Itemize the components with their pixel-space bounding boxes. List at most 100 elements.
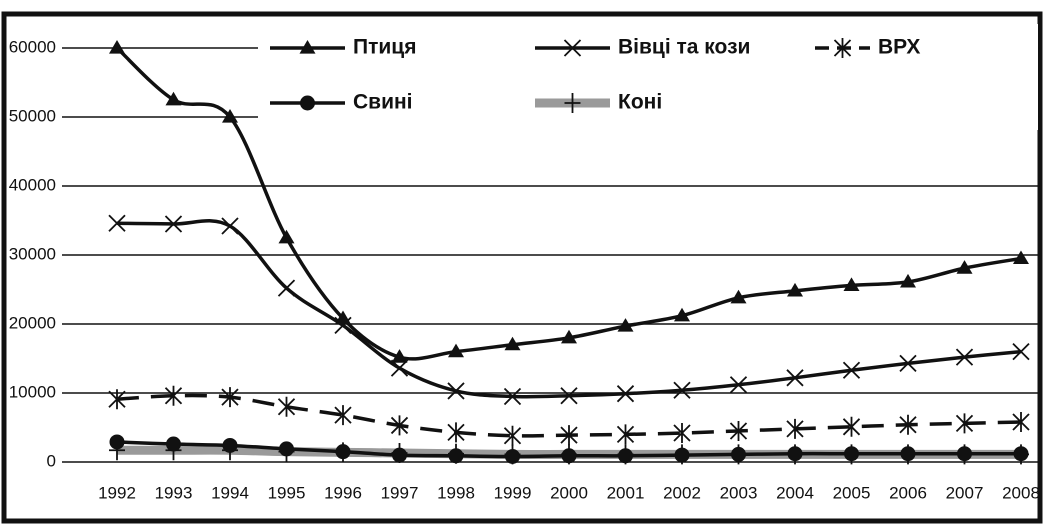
marker: [955, 413, 974, 434]
y-tick-label: 10000: [9, 382, 56, 401]
legend: Птиця Вівці та кози ВРХ Свині Коні: [270, 36, 920, 114]
marker: [616, 424, 635, 445]
marker: [900, 273, 916, 288]
line: [116, 219, 1022, 399]
marker: [390, 415, 409, 436]
marker: [503, 425, 522, 446]
legend-label: Свині: [353, 91, 413, 114]
legend-label: Вівці та кози: [618, 36, 750, 59]
marker: [448, 448, 464, 464]
marker: [278, 229, 295, 244]
plot: [108, 40, 1030, 465]
marker: [166, 436, 181, 452]
marker: [221, 217, 239, 235]
marker: [786, 369, 804, 387]
marker: [618, 448, 633, 464]
series: [109, 40, 1029, 363]
x-tick-label: 1996: [324, 483, 362, 502]
marker: [165, 91, 182, 106]
legend-label: Птиця: [353, 36, 416, 59]
marker: [334, 405, 352, 426]
marker: [787, 446, 803, 462]
marker: [561, 448, 577, 464]
series: [108, 385, 1030, 446]
x-tick-label: 1994: [211, 483, 249, 502]
marker: [673, 381, 691, 399]
marker: [617, 318, 634, 332]
marker: [335, 444, 351, 460]
marker: [108, 214, 126, 232]
marker: [674, 447, 690, 463]
grid: 0 10000 20000 30000 40000 50000 60000 1992 1993 1…: [9, 37, 1040, 502]
marker: [956, 260, 973, 274]
marker: [730, 289, 747, 304]
y-tick-label: 20000: [9, 313, 56, 332]
x-tick-label: 2006: [889, 483, 927, 502]
y-tick-label: 60000: [9, 37, 56, 56]
marker: [448, 343, 464, 358]
marker: [277, 279, 296, 297]
legend-entry: Коні: [535, 91, 662, 114]
marker: [504, 336, 521, 351]
x-tick-label: 2005: [833, 483, 871, 502]
x-tick-label: 1992: [98, 483, 136, 502]
marker: [842, 361, 861, 379]
legend-label: Коні: [618, 91, 662, 114]
marker: [560, 425, 578, 446]
legend-entry: ВРХ: [815, 36, 920, 59]
marker: [108, 389, 126, 410]
marker: [299, 40, 316, 54]
x-tick-label: 2008: [1002, 483, 1040, 502]
marker: [955, 348, 974, 366]
marker: [222, 437, 238, 453]
x-tick-label: 2003: [720, 483, 758, 502]
marker: [222, 109, 238, 123]
marker: [109, 434, 125, 450]
marker: [1012, 411, 1030, 432]
x-tick-label: 2001: [607, 483, 645, 502]
y-tick-label: 30000: [9, 244, 56, 263]
series: [109, 434, 1029, 464]
marker: [674, 307, 690, 322]
marker: [300, 95, 315, 111]
marker: [164, 215, 183, 233]
marker: [833, 38, 852, 58]
x-tick-label: 1993: [155, 483, 193, 502]
marker: [786, 418, 804, 439]
x-tick-label: 2000: [550, 483, 588, 502]
marker: [616, 385, 635, 403]
marker: [560, 387, 578, 405]
marker: [505, 448, 520, 464]
marker: [164, 385, 183, 406]
marker: [447, 422, 465, 443]
marker: [503, 387, 522, 406]
marker: [392, 447, 407, 463]
marker: [563, 39, 582, 57]
marker: [787, 282, 803, 297]
series: [108, 214, 1030, 406]
legend-entry: Вівці та кози: [535, 36, 750, 59]
x-tick-label: 2002: [663, 483, 701, 502]
legend-background: [258, 24, 1038, 130]
x-tick-label: 2004: [776, 483, 814, 502]
marker: [390, 359, 409, 377]
x-tick-label: 1995: [268, 483, 306, 502]
y-tick-label: 40000: [9, 175, 56, 194]
marker: [1013, 446, 1029, 462]
marker: [729, 420, 748, 441]
marker: [843, 277, 860, 291]
marker: [391, 349, 408, 363]
legend-entry: Птиця: [270, 36, 416, 59]
marker: [335, 310, 351, 325]
marker: [109, 40, 125, 54]
x-tick-label: 1999: [494, 483, 532, 502]
marker: [1013, 250, 1029, 265]
marker: [844, 446, 859, 462]
marker: [842, 416, 861, 437]
marker: [561, 329, 577, 344]
marker: [279, 441, 294, 457]
marker: [221, 387, 239, 408]
marker: [731, 446, 746, 462]
marker: [447, 382, 465, 400]
